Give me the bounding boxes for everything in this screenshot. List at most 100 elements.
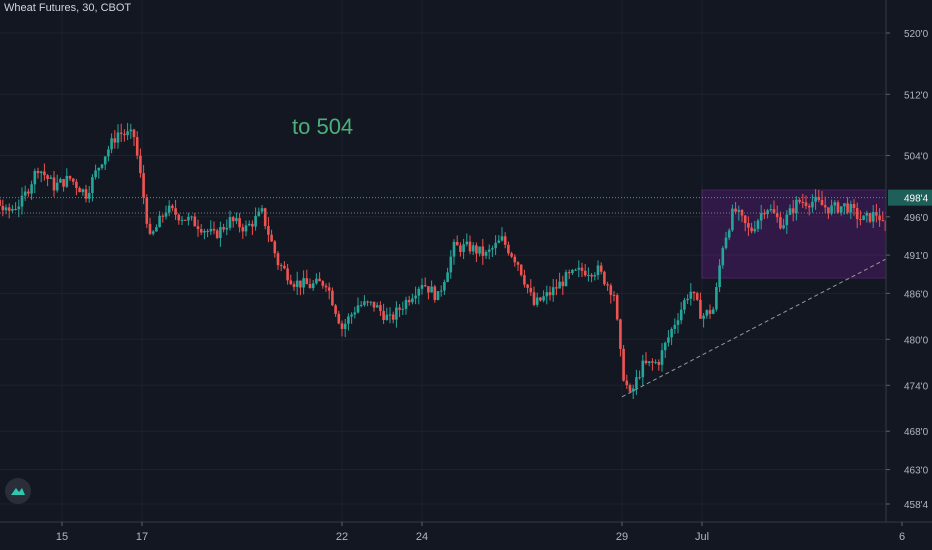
candle-body — [286, 268, 289, 281]
candle-body — [84, 189, 88, 199]
candle-body — [97, 167, 101, 171]
candle-body — [139, 155, 142, 174]
candle-body — [375, 305, 379, 308]
candle-body — [641, 360, 645, 378]
candle-body — [785, 214, 789, 226]
candle-body — [574, 269, 577, 271]
candle-body — [206, 230, 209, 232]
candle-body — [62, 179, 65, 187]
candle-body — [327, 287, 331, 291]
candle-body — [23, 191, 27, 196]
candle-body — [651, 361, 654, 363]
candle-body — [49, 177, 53, 179]
x-tick-label: 6 — [899, 531, 905, 543]
candle-body — [596, 265, 600, 276]
candle-body — [311, 283, 315, 289]
candle-body — [292, 284, 296, 287]
candle-body — [55, 182, 59, 191]
tradingview-logo-icon[interactable] — [5, 478, 31, 504]
candle-body — [212, 228, 216, 231]
candle-body — [443, 281, 446, 291]
candle-body — [555, 287, 558, 289]
candle-body — [695, 293, 699, 300]
price-axis[interactable] — [886, 0, 932, 550]
candle-body — [391, 314, 395, 320]
candle-body — [100, 164, 104, 168]
candle-body — [724, 237, 728, 249]
trend-line[interactable] — [621, 192, 932, 398]
candle-body — [721, 248, 725, 266]
candle-body — [14, 208, 17, 210]
candle-body — [174, 208, 177, 215]
candle-body — [775, 213, 779, 218]
candle-body — [545, 292, 549, 297]
candle-body — [46, 175, 49, 179]
candle-body — [542, 296, 545, 301]
candle-body — [343, 323, 347, 329]
candle-body — [228, 217, 232, 228]
x-tick-label: 15 — [56, 531, 68, 543]
candle-body — [299, 280, 302, 288]
candle-body — [190, 216, 193, 218]
candle-body — [846, 203, 849, 213]
candle-body — [801, 201, 805, 203]
candle-body — [676, 320, 680, 325]
candle-body — [705, 310, 709, 316]
candle-body — [743, 215, 747, 224]
annotation-text[interactable]: to 504 — [292, 114, 354, 139]
candle-body — [871, 211, 875, 222]
x-tick-label: 29 — [616, 531, 628, 543]
candle-body — [254, 215, 257, 227]
candle-body — [814, 196, 817, 202]
candle-body — [519, 264, 523, 276]
candle-body — [385, 314, 389, 320]
time-axis[interactable] — [0, 522, 932, 550]
candle-body — [449, 256, 453, 273]
candle-body — [270, 234, 273, 242]
last-price-label: 498'4 — [904, 194, 929, 205]
candle-body — [471, 245, 475, 252]
candle-body — [273, 241, 277, 254]
candle-body — [459, 245, 462, 252]
candle-body — [0, 199, 1, 206]
candle-body — [363, 301, 366, 305]
candle-body — [609, 285, 613, 295]
candle-body — [414, 295, 417, 299]
candle-body — [324, 285, 328, 288]
y-tick-label: 468'0 — [904, 427, 929, 438]
candle-body — [7, 207, 11, 211]
candle-body — [535, 297, 539, 305]
candle-body — [625, 380, 629, 386]
candle-body — [43, 171, 46, 176]
candle-body — [87, 192, 91, 199]
candle-body — [852, 204, 856, 208]
y-tick-label: 474'0 — [904, 381, 929, 392]
candle-body — [580, 267, 584, 271]
candle-body — [107, 149, 110, 157]
candle-body — [436, 291, 440, 301]
candle-body — [788, 208, 792, 215]
candle-body — [615, 295, 619, 320]
candle-body — [811, 201, 814, 208]
candle-body — [526, 284, 529, 288]
candle-body — [257, 211, 261, 216]
candle-body — [804, 202, 808, 206]
candle-body — [238, 218, 241, 228]
candle-body — [622, 348, 625, 381]
candle-body — [577, 267, 581, 270]
chart-title: Wheat Futures, 30, CBOT — [4, 2, 132, 14]
candle-body — [494, 242, 497, 249]
candle-body — [123, 133, 126, 136]
candle-body — [225, 227, 229, 230]
candle-body — [209, 228, 213, 232]
candle-body — [11, 208, 14, 211]
candle-body — [628, 385, 632, 392]
candle-body — [119, 132, 123, 134]
candle-body — [222, 227, 225, 230]
candle-body — [699, 299, 702, 319]
candle-body — [347, 316, 350, 324]
candle-body — [878, 215, 881, 221]
candle-body — [359, 304, 363, 306]
candle-body — [155, 227, 158, 232]
